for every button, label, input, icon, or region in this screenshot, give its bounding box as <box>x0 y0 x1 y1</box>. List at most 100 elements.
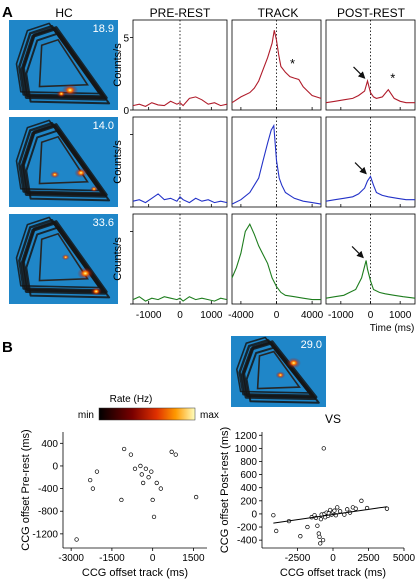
scatter-point <box>271 513 276 518</box>
ccg-panel: * <box>231 19 322 111</box>
heatmap-trajectory <box>38 135 89 185</box>
y-tick-label: 400 <box>41 439 58 450</box>
x-tick-label: 0 <box>177 310 183 321</box>
x-tick-label: 1000 <box>389 310 412 321</box>
scatter-point <box>74 537 79 542</box>
heatmap-trajectory <box>238 339 313 397</box>
ccg-frame <box>325 116 416 208</box>
scatter-point <box>151 514 157 520</box>
ccg-frame <box>132 116 228 208</box>
x-tick-label: -3000 <box>58 553 84 564</box>
ccg-series-line <box>132 193 228 204</box>
x-tick-label: -4000 <box>228 310 254 321</box>
ccg-panel: * <box>325 19 416 111</box>
panel-label-b: B <box>2 339 13 356</box>
y-tick-label: 0 <box>52 461 58 472</box>
ccg-frame <box>325 19 416 111</box>
y-tick-label: 0 <box>251 509 257 520</box>
heatmap-trajectory <box>18 219 104 292</box>
scatter-ylabel: CCG offset Pre-rest (ms) <box>20 429 32 550</box>
peak-arrow <box>354 162 367 175</box>
y-tick-label: 200 <box>240 496 257 507</box>
heatmap-trajectory <box>18 122 104 195</box>
y-tick-label: 1200 <box>235 431 258 442</box>
panel-label-a: A <box>2 4 13 21</box>
hc-scatter-panel: -3000 -1500 0 1500 -1200 -800 -400 0 400 CCG offs… <box>20 429 207 579</box>
scatter-point <box>332 508 337 513</box>
scatter-point <box>318 517 324 522</box>
ccg-frame <box>231 213 322 305</box>
heatmap-trajectory <box>25 32 111 105</box>
colorbar-title: Rate (Hz) <box>110 394 153 405</box>
heatmap-hotspot <box>65 86 75 94</box>
col-title-pre-rest: PRE-REST <box>150 6 211 20</box>
vs-scatter-panel: -2500 0 2500 5000 -400 -200 0 200 400 600 800 1000 1… <box>219 412 416 579</box>
y-tick-label: -800 <box>38 507 58 518</box>
heatmap-hotspot <box>77 170 85 176</box>
peak-rate-label: 29.0 <box>301 339 322 351</box>
scatter-point <box>274 528 279 534</box>
heatmap-hotspot <box>289 359 298 367</box>
x-tick-label: 0 <box>368 310 374 321</box>
heatmap-hotspot <box>277 372 284 378</box>
ccg-series-line <box>231 223 321 301</box>
y-tick-label: -200 <box>237 523 257 534</box>
heatmap-hotspot <box>80 269 90 277</box>
ccg-panel <box>130 213 228 305</box>
x-tick-label: 0 <box>330 553 336 564</box>
scatter-point <box>315 523 320 528</box>
ccg-series-line <box>132 96 228 108</box>
x-tick-label: -1000 <box>136 310 162 321</box>
ccg-frame <box>325 213 416 305</box>
heatmap-tile: 29.0 <box>231 336 326 407</box>
heatmap-tile: 33.6 <box>9 214 118 304</box>
ccg-panel <box>231 213 322 305</box>
y-tick-label: 1000 <box>235 444 258 455</box>
scatter-point <box>158 486 163 491</box>
scatter-point <box>88 477 93 483</box>
x-tick-label: -1500 <box>99 553 125 564</box>
scatter-title: VS <box>325 412 341 426</box>
y-tick-label: 600 <box>240 470 257 481</box>
x-tick-label: 1500 <box>182 553 205 564</box>
scatter-point <box>146 475 151 480</box>
hc-title: HC <box>55 6 73 20</box>
ccg-frame <box>231 19 322 111</box>
x-tick-label: 5000 <box>393 553 416 564</box>
xlabel-time: Time (ms) <box>370 323 415 334</box>
scatter-point <box>139 472 144 477</box>
heatmap-trajectory <box>245 346 320 404</box>
ccg-series-line <box>325 175 415 202</box>
peak-arrow <box>353 66 366 79</box>
scatter-point <box>94 469 100 474</box>
ccg-panel <box>325 116 416 208</box>
ccg-frame <box>132 19 228 111</box>
ccg-panel <box>231 116 322 208</box>
ccg-frame <box>132 213 228 305</box>
scatter-point <box>143 466 149 471</box>
scatter-point <box>154 480 159 486</box>
heatmap-trajectory <box>25 226 111 299</box>
scatter-point <box>141 480 146 486</box>
y-tick-label: -400 <box>38 484 58 495</box>
scatter-xlabel: CCG offset track (ms) <box>82 567 188 579</box>
heatmap-hotspot <box>52 172 58 177</box>
scatter-point <box>298 534 303 539</box>
x-tick-label: 2500 <box>357 553 380 564</box>
scatter-point <box>320 537 326 543</box>
heatmap-trajectory <box>256 350 301 390</box>
colorbar-min-label: min <box>78 410 94 421</box>
heatmap-trajectory <box>236 336 310 394</box>
ccg-panel <box>325 213 416 305</box>
y-tick-label: 5 <box>123 33 129 44</box>
scatter-point <box>345 507 350 512</box>
heatmap-tile: 18.9 <box>9 20 118 110</box>
scatter-point <box>193 494 199 500</box>
significance-star: * <box>290 56 295 71</box>
scatter-point <box>149 469 154 474</box>
y-tick-label: 400 <box>240 483 257 494</box>
significance-star: * <box>390 70 395 85</box>
rate-colorbar: Rate (Hz) min max <box>78 394 219 421</box>
x-tick-label: 0 <box>150 553 156 564</box>
ccg-series-line <box>231 123 322 205</box>
